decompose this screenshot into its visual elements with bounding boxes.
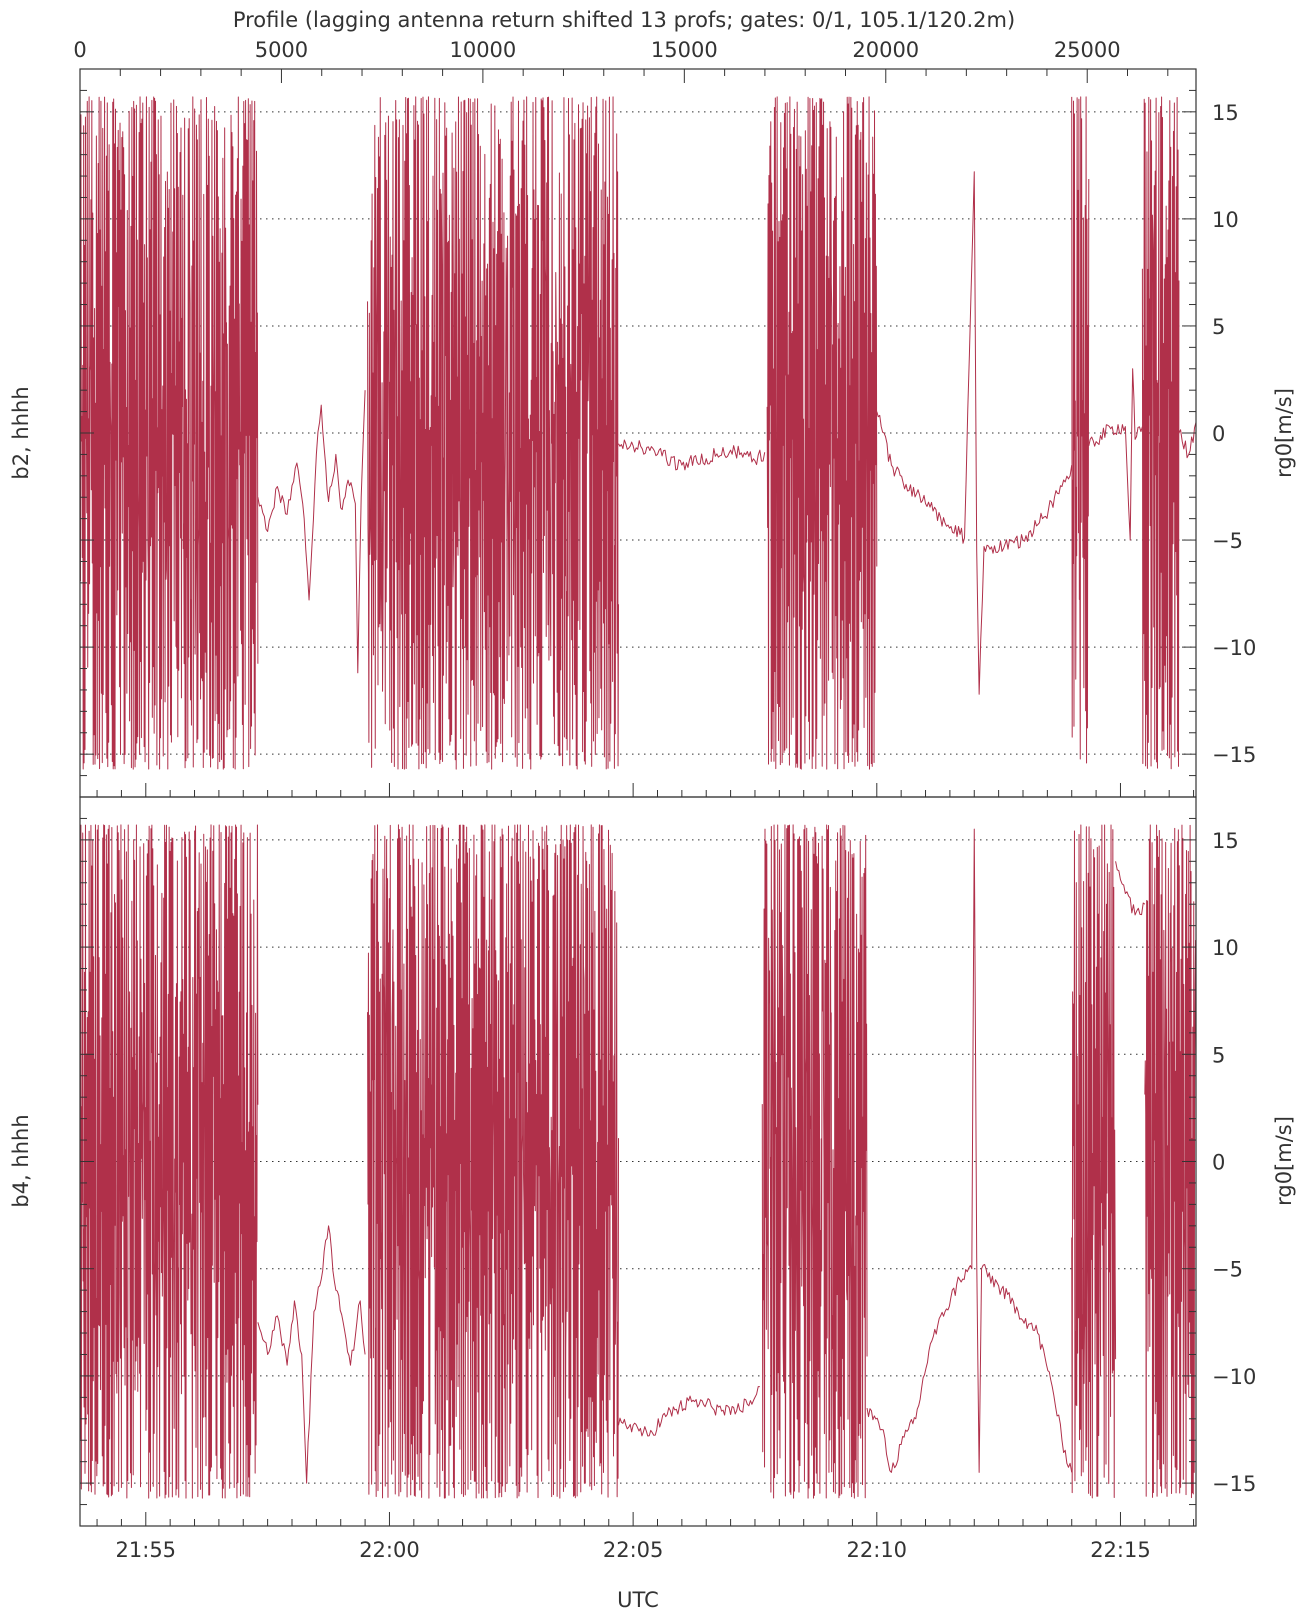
y-tick-label: 10 [1212, 936, 1239, 960]
chart-title: Profile (lagging antenna return shifted … [233, 8, 1015, 32]
y-tick-label: 0 [1212, 422, 1225, 446]
panel-b2: −15 −10 −5 0 5 10 15 b2, hhhh rg0[m/s] [9, 68, 1296, 798]
x-tick-label: 21:55 [116, 1538, 177, 1562]
series-segment [866, 828, 1073, 1473]
top-axis-tick-label: 10000 [449, 38, 516, 62]
y-tick-label: −10 [1212, 1365, 1256, 1389]
x-tick-label: 22:00 [359, 1538, 420, 1562]
panel-label-b4: b4, hhhh [9, 1114, 33, 1207]
panel-label-b2: b2, hhhh [9, 386, 33, 479]
series-segment [1071, 824, 1117, 1499]
y-tick-label: 15 [1212, 829, 1239, 853]
series-segment [1088, 368, 1143, 541]
ticks-b4: −15 −10 −5 0 5 10 15 [80, 817, 1256, 1526]
y-tick-label: −10 [1212, 636, 1256, 660]
series-segment [876, 171, 1073, 695]
ticks-b2: −15 −10 −5 0 5 10 15 [80, 89, 1256, 797]
series-segment [1115, 861, 1146, 916]
series-segment [79, 96, 259, 770]
series-segment [1141, 96, 1180, 770]
y-tick-label: −15 [1212, 743, 1256, 767]
series-segment [367, 824, 620, 1499]
top-axis-tick-label: 0 [73, 38, 86, 62]
y-tick-label: −5 [1212, 529, 1243, 553]
y-tick-label: 0 [1212, 1151, 1225, 1175]
top-axis: 0 5000 10000 15000 20000 25000 [73, 38, 1169, 83]
y-tick-label: −5 [1212, 1258, 1243, 1282]
top-axis-tick-label: 15000 [651, 38, 718, 62]
series-segment [618, 439, 766, 471]
y-axis-label-b2: rg0[m/s] [1272, 388, 1296, 478]
y-axis-label-b4: rg0[m/s] [1272, 1116, 1296, 1206]
x-axis-label: UTC [617, 1588, 659, 1612]
x-tick-label: 22:05 [603, 1538, 664, 1562]
y-tick-label: −15 [1212, 1472, 1256, 1496]
top-axis-tick-label: 5000 [255, 38, 308, 62]
top-axis-tick-label: 20000 [852, 38, 919, 62]
top-axis-tick-label: 25000 [1054, 38, 1121, 62]
y-tick-label: 5 [1212, 1043, 1225, 1067]
panel-b4: −15 −10 −5 0 5 10 15 b4, hhhh rg0[m/s] [9, 796, 1296, 1527]
series-b2 [79, 96, 1197, 770]
y-tick-label: 10 [1212, 208, 1239, 232]
series-segment [1178, 422, 1197, 459]
series-segment [257, 1225, 366, 1484]
x-tick-label: 22:15 [1090, 1538, 1151, 1562]
series-segment [766, 96, 878, 770]
series-segment [1144, 824, 1197, 1499]
series-segment [367, 96, 620, 770]
series-segment [618, 1386, 760, 1437]
bottom-axis: 21:55 22:00 22:05 22:10 22:15 [116, 1538, 1151, 1562]
grid-b2 [80, 111, 1196, 755]
series-segment [257, 390, 366, 674]
y-tick-label: 15 [1212, 101, 1239, 125]
y-tick-label: 5 [1212, 315, 1225, 339]
series-segment [761, 824, 868, 1499]
series-segment [79, 824, 259, 1499]
series-segment [1071, 96, 1090, 764]
series-b4 [79, 824, 1197, 1499]
x-tick-label: 22:10 [847, 1538, 908, 1562]
grid-b4 [80, 839, 1196, 1484]
